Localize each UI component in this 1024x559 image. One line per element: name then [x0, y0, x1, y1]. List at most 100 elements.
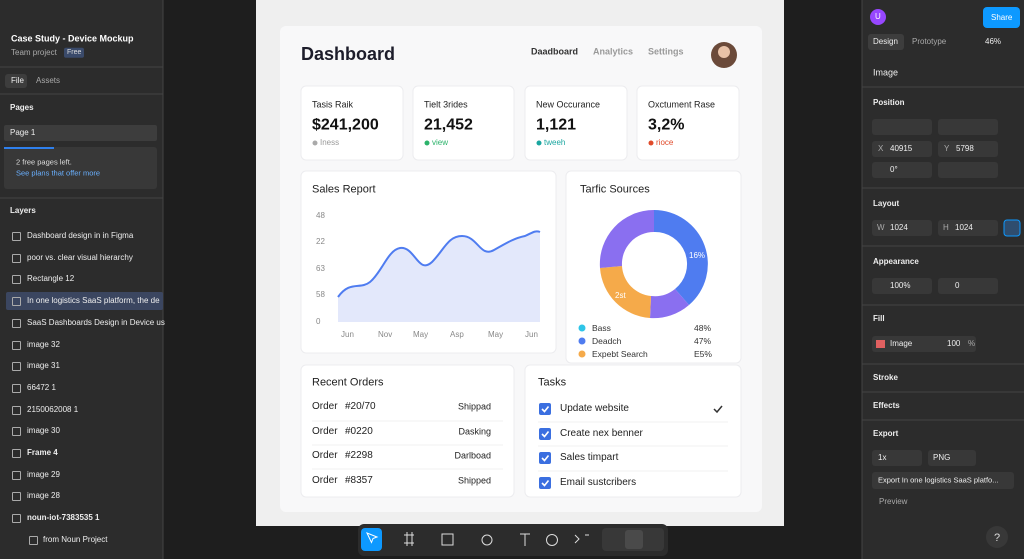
card-label: Oxctument Rase	[648, 99, 716, 110]
layer-icon	[12, 362, 21, 372]
card-title: Tarfic Sources	[580, 183, 650, 196]
section-heading: Stroke	[873, 373, 898, 383]
order-label: Order	[312, 475, 338, 486]
layer-item[interactable]: SaaS Dashboards Design in Device us	[27, 318, 165, 327]
layer-item[interactable]: In one logistics SaaS platform, the de	[27, 296, 160, 306]
selection-type: Image	[873, 67, 899, 78]
layer-item[interactable]: image 32	[27, 339, 60, 349]
order-status: Darlboad	[454, 450, 491, 461]
layer-icon	[29, 535, 38, 545]
axis-label: 63	[316, 264, 325, 274]
field-value: 0°	[890, 165, 898, 175]
layer-icon	[12, 275, 21, 285]
nav-item: Daadboard	[531, 46, 579, 57]
card-title: Recent Orders	[312, 376, 384, 389]
layer-icon	[12, 449, 21, 458]
legend-name: Deadch	[592, 335, 622, 346]
order-id: #2298	[345, 450, 373, 461]
field-value: 100%	[890, 281, 911, 291]
layer-icon	[12, 514, 21, 524]
layer-icon	[12, 405, 21, 415]
task-item: Create nex benner	[560, 428, 643, 439]
axis-label: Asp	[450, 330, 464, 340]
order-status: Dasking	[458, 426, 491, 437]
layer-item[interactable]: image 28	[27, 491, 60, 501]
layer-item[interactable]: image 31	[27, 361, 60, 371]
nav-item: Settings	[648, 46, 684, 57]
axis-label: 48	[316, 211, 325, 221]
card-label: New Occurance	[536, 99, 601, 110]
section-heading: Position	[873, 98, 905, 108]
card-label: Tielt 3rides	[424, 99, 468, 110]
team: Team project	[11, 48, 57, 58]
card-title: Tasks	[538, 376, 567, 389]
order-status: Shippad	[457, 401, 491, 412]
field-value: 5798	[956, 144, 974, 154]
field-label: Y	[944, 144, 950, 154]
tab: Design	[873, 37, 898, 47]
axis-label: 58	[316, 290, 325, 300]
donut-label: 16%	[689, 251, 706, 261]
tab: Assets	[36, 76, 61, 86]
axis-label: May	[413, 330, 429, 340]
layer-item[interactable]: 2150062008 1	[27, 404, 79, 414]
layer-icon	[12, 492, 21, 502]
tab: File	[11, 76, 24, 86]
task-item: Update website	[560, 403, 629, 414]
task-item: Sales timpart	[560, 452, 619, 463]
card-value: 3,2%	[648, 116, 685, 134]
order-id: #0220	[345, 426, 373, 437]
field-value: Image	[890, 339, 913, 349]
card-value: $241,200	[312, 116, 379, 134]
layer-item[interactable]: Dashboard design in in Figma	[27, 231, 134, 241]
card-sub: tweeh	[544, 138, 566, 148]
axis-label: Jun	[525, 330, 538, 340]
axis-label: 0	[316, 317, 321, 327]
card-sub: Iness	[320, 138, 340, 148]
card-title: Sales Report	[312, 183, 376, 196]
order-status: Shipped	[457, 475, 491, 486]
export-button[interactable]: Export In one logistics SaaS platfo...	[878, 475, 999, 485]
legend-value: E5%	[694, 348, 712, 359]
field-unit: %	[968, 339, 976, 349]
field-value: 40915	[890, 144, 913, 154]
legend-value: 47%	[694, 335, 712, 346]
layer-item[interactable]: poor vs. clear visual hierarchy	[27, 252, 133, 262]
section-heading: Pages	[10, 103, 34, 113]
dashboard-title: Dashboard	[301, 44, 396, 65]
card-sub: view	[432, 138, 449, 148]
axis-label: Jun	[341, 330, 354, 340]
project-title: Case Study - Device Mockup	[11, 33, 134, 44]
notice: 2 free pages left.	[16, 157, 72, 167]
legend-value: 48%	[694, 322, 712, 333]
order-label: Order	[312, 450, 338, 461]
layer-item[interactable]: Frame 4	[27, 448, 58, 458]
layer-icon	[12, 297, 21, 307]
layer-item[interactable]: noun-iot-7383535 1	[27, 513, 100, 523]
layer-item[interactable]: from Noun Project	[43, 535, 108, 544]
order-id: #8357	[345, 475, 373, 486]
layer-item[interactable]: image 30	[27, 426, 60, 436]
layer-item[interactable]: image 29	[27, 469, 60, 479]
notice-link[interactable]: See plans that offer more	[16, 168, 101, 178]
layer-item[interactable]: 66472 1	[27, 383, 56, 393]
field-value: 1024	[890, 223, 908, 233]
order-id: #20/70	[345, 401, 376, 412]
nav-item: Analytics	[593, 46, 634, 57]
legend-name: Bass	[592, 322, 611, 333]
order-label: Order	[312, 401, 338, 412]
axis-label: Nov	[378, 330, 393, 340]
layer-item[interactable]: Rectangle 12	[27, 274, 75, 284]
tab: Prototype	[912, 37, 947, 47]
card-value: 1,121	[536, 116, 577, 134]
page-item: Page 1	[10, 128, 36, 138]
plan-badge: Free	[64, 47, 85, 59]
section-heading: Layers	[10, 206, 36, 216]
layer-icon	[12, 232, 21, 241]
layer-icon	[12, 470, 21, 480]
share-button[interactable]: Share	[991, 13, 1013, 23]
section-heading: Appearance	[873, 257, 919, 267]
avatar: U	[875, 12, 881, 22]
